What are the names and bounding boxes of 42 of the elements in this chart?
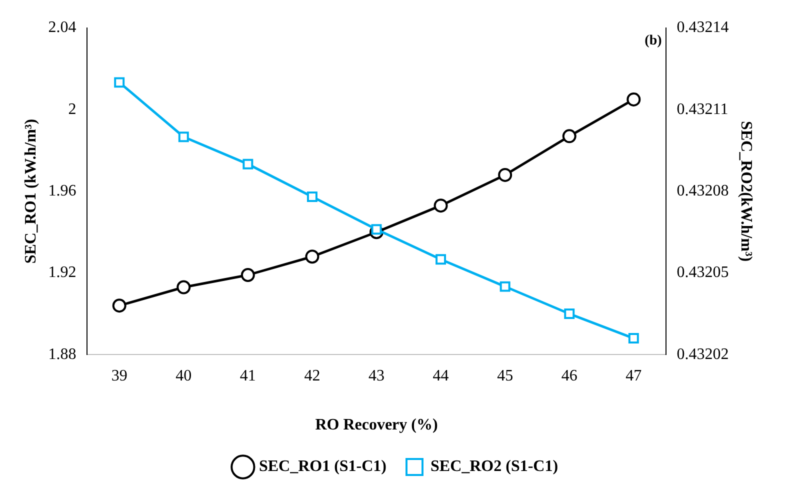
- y-axis-title: SEC_RO1 (kW.h/m³): [22, 118, 40, 264]
- y2-tick-label: 0.43211: [676, 100, 728, 118]
- x-tick-label: 43: [368, 367, 384, 384]
- x-tick-label: 46: [561, 367, 578, 384]
- point: [112, 298, 126, 313]
- point: [371, 224, 382, 235]
- y2-tick-label: 0.43208: [676, 182, 729, 200]
- point: [500, 281, 510, 292]
- y-tick-label: 2: [68, 100, 76, 118]
- annotation: (b): [644, 34, 662, 49]
- point: [306, 192, 318, 202]
- x-tick-label: 47: [626, 367, 642, 384]
- x-tick-label: 39: [111, 367, 128, 384]
- y-tick-label: 1.92: [48, 264, 76, 282]
- y2-axis-title: SEC_RO2(kW.h/m³): [737, 120, 754, 262]
- x-tick-label: 42: [304, 367, 320, 384]
- y-tick-label: 1.96: [48, 182, 76, 200]
- point: [178, 132, 189, 142]
- point: [564, 308, 575, 320]
- x-tick-label: 41: [240, 367, 256, 384]
- point: [305, 250, 320, 264]
- point: [242, 158, 254, 170]
- x-tick-label: 45: [497, 367, 514, 384]
- point: [176, 280, 191, 294]
- point: [114, 77, 125, 88]
- x-axis-title: RO Recovery (%): [315, 416, 438, 434]
- x-tick-label: 44: [432, 367, 449, 384]
- point: [562, 129, 576, 144]
- legend-label: SEC_RO1 (S1-C1): [258, 458, 386, 476]
- point: [436, 254, 446, 265]
- point: [626, 92, 641, 106]
- y2-tick-label: 0.43205: [676, 264, 729, 282]
- point: [434, 198, 448, 213]
- point: [240, 268, 255, 282]
- y-tick-label: 2.04: [48, 19, 76, 36]
- point: [628, 333, 639, 344]
- legend-label: SEC_RO2 (S1-C1): [430, 458, 558, 476]
- y2-tick-label: 0.43214: [676, 19, 729, 36]
- x-tick-label: 40: [176, 367, 192, 384]
- y-tick-label: 1.88: [48, 346, 76, 363]
- point: [498, 168, 512, 182]
- y2-tick-label: 0.43202: [676, 346, 729, 363]
